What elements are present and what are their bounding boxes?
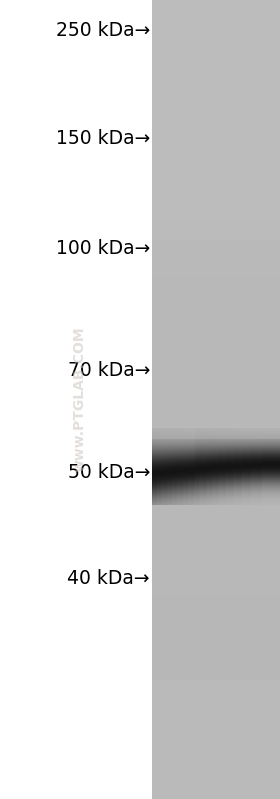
- Text: 40 kDa→: 40 kDa→: [67, 569, 150, 587]
- Text: 150 kDa→: 150 kDa→: [56, 129, 150, 148]
- Text: 250 kDa→: 250 kDa→: [56, 21, 150, 39]
- Text: 70 kDa→: 70 kDa→: [67, 360, 150, 380]
- Text: www.PTGLAB.COM: www.PTGLAB.COM: [72, 327, 86, 472]
- Text: 100 kDa→: 100 kDa→: [56, 238, 150, 257]
- Text: 50 kDa→: 50 kDa→: [67, 463, 150, 482]
